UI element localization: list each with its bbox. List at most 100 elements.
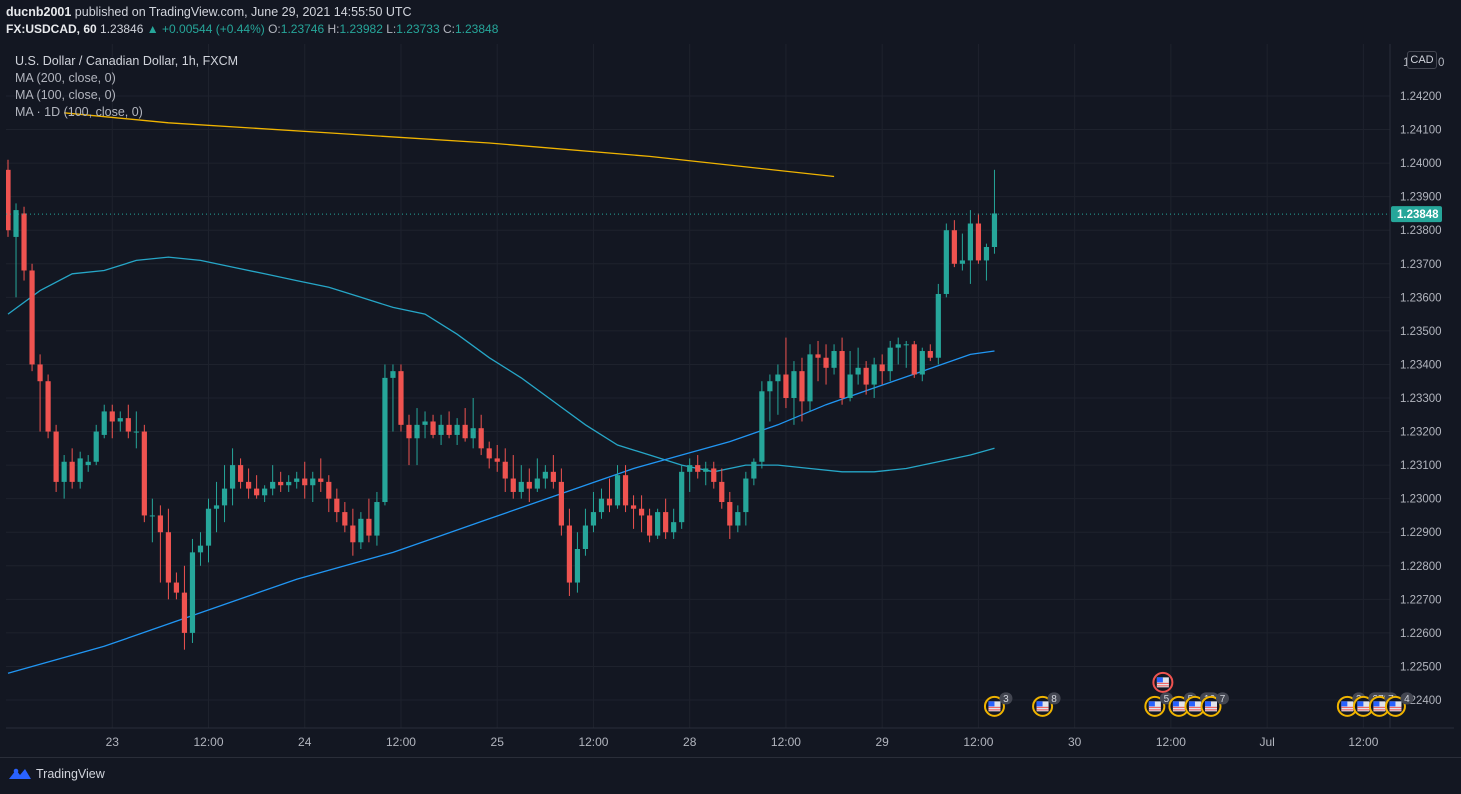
candle-body[interactable] [278, 481, 284, 486]
candle-body[interactable] [310, 478, 316, 486]
candle-body[interactable] [975, 223, 982, 261]
candle-body[interactable] [582, 525, 589, 549]
candle-body[interactable] [221, 488, 228, 506]
candle-body[interactable] [687, 465, 693, 472]
candle-body[interactable] [13, 210, 19, 237]
legend-ma1d[interactable]: MA · 1D (100, close, 0) [15, 105, 143, 119]
candle-body[interactable] [125, 418, 131, 432]
candle-body[interactable] [334, 498, 340, 513]
candle-body[interactable] [350, 525, 356, 543]
legend-title[interactable]: U.S. Dollar / Canadian Dollar, 1h, FXCM [15, 54, 239, 68]
candle-body[interactable] [270, 481, 276, 489]
candle-body[interactable] [743, 478, 749, 513]
candle-body[interactable] [446, 424, 452, 435]
candle-body[interactable] [213, 505, 220, 509]
candle-body[interactable] [173, 582, 180, 593]
candle-body[interactable] [647, 515, 653, 536]
candle-body[interactable] [6, 169, 11, 231]
candle-body[interactable] [895, 344, 901, 348]
candle-body[interactable] [246, 481, 252, 489]
candle-body[interactable] [566, 525, 572, 583]
candle-body[interactable] [903, 344, 909, 346]
candle-body[interactable] [606, 498, 613, 506]
candle-body[interactable] [550, 471, 556, 482]
candle-body[interactable] [630, 505, 637, 509]
candle-body[interactable] [165, 532, 171, 583]
author-name[interactable]: ducnb2001 [6, 5, 72, 19]
candle-body[interactable] [943, 230, 949, 294]
candle-body[interactable] [486, 448, 492, 459]
candle-body[interactable] [839, 351, 845, 398]
candle-body[interactable] [294, 478, 300, 482]
candle-body[interactable] [927, 351, 933, 358]
candle-body[interactable] [21, 213, 27, 271]
candle-body[interactable] [53, 431, 59, 482]
candle-body[interactable] [711, 468, 717, 482]
candle-body[interactable] [671, 522, 677, 533]
candle-body[interactable] [759, 391, 765, 462]
candle-body[interactable] [181, 592, 188, 633]
candle-body[interactable] [109, 411, 115, 422]
candle-body[interactable] [390, 371, 396, 378]
candle-body[interactable] [799, 371, 805, 402]
candle-body[interactable] [117, 418, 123, 422]
candle-body[interactable] [318, 478, 324, 482]
candle-body[interactable] [189, 552, 196, 633]
candle-body[interactable] [991, 213, 998, 247]
candle-body[interactable] [85, 461, 91, 466]
candle-body[interactable] [454, 424, 460, 435]
candle-body[interactable] [286, 481, 292, 486]
legend-ma200[interactable]: MA (200, close, 0) [15, 71, 116, 85]
candle-body[interactable] [951, 230, 957, 264]
candle-body[interactable] [462, 424, 468, 439]
candle-body[interactable] [959, 260, 965, 264]
candle-body[interactable] [791, 371, 797, 398]
price-chart[interactable]: 1.224001.225001.226001.227001.228001.229… [6, 44, 1454, 756]
candle-body[interactable] [254, 488, 260, 496]
candle-body[interactable] [703, 468, 709, 472]
candle-body[interactable] [719, 481, 725, 503]
candle-body[interactable] [887, 347, 893, 372]
candle-body[interactable] [141, 431, 147, 516]
candle-body[interactable] [534, 478, 540, 489]
candle-body[interactable] [478, 428, 484, 449]
candle-body[interactable] [61, 461, 67, 482]
candle-body[interactable] [871, 364, 877, 385]
candle-body[interactable] [831, 351, 837, 368]
candle-body[interactable] [438, 424, 444, 435]
candle-body[interactable] [879, 364, 885, 372]
candle-body[interactable] [679, 471, 685, 523]
candle-body[interactable] [205, 508, 212, 546]
candle-body[interactable] [77, 458, 83, 482]
candle-body[interactable] [815, 354, 821, 358]
candle-body[interactable] [526, 481, 532, 489]
candle-body[interactable] [101, 411, 107, 435]
candle-body[interactable] [847, 374, 853, 398]
candle-body[interactable] [655, 512, 661, 536]
candle-body[interactable] [358, 518, 364, 543]
candle-body[interactable] [919, 351, 925, 375]
candle-body[interactable] [237, 465, 244, 482]
candle-body[interactable] [727, 502, 733, 526]
candle-body[interactable] [911, 344, 917, 375]
candle-body[interactable] [494, 458, 500, 462]
candle-body[interactable] [422, 421, 428, 425]
candle-body[interactable] [342, 512, 348, 526]
candle-body[interactable] [302, 478, 308, 486]
candle-body[interactable] [823, 357, 829, 368]
candle-body[interactable] [374, 502, 380, 536]
candle-body[interactable] [663, 512, 669, 533]
candle-body[interactable] [622, 475, 629, 506]
candle-body[interactable] [558, 481, 564, 526]
candle-body[interactable] [638, 508, 645, 516]
candle-body[interactable] [735, 512, 741, 526]
candle-body[interactable] [470, 428, 476, 439]
candle-body[interactable] [807, 354, 813, 402]
candle-body[interactable] [430, 421, 436, 435]
candle-body[interactable] [406, 424, 412, 439]
candle-body[interactable] [133, 431, 139, 433]
candle-body[interactable] [149, 515, 155, 517]
candle-body[interactable] [366, 518, 372, 536]
candle-body[interactable] [326, 481, 332, 499]
candle-body[interactable] [855, 367, 861, 375]
